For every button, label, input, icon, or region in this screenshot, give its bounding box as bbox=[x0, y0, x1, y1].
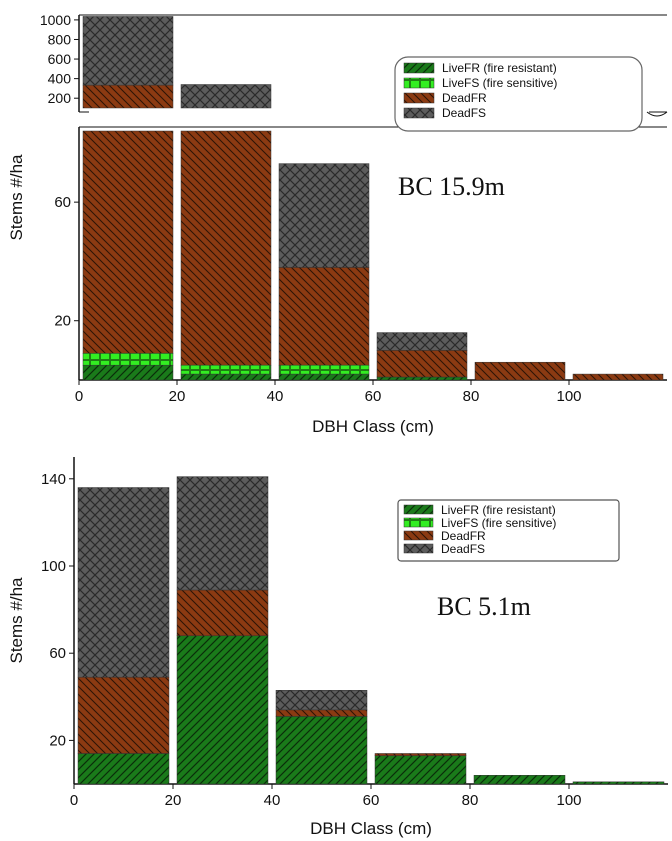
y-tick-label: 100 bbox=[41, 558, 66, 575]
bar-livefr-80 bbox=[473, 775, 566, 785]
legend: LiveFR (fire resistant)LiveFS (fire sens… bbox=[397, 499, 620, 562]
y-ticks: 20 60 200 400 600 800 1000 bbox=[40, 12, 79, 330]
y-tick-label: 800 bbox=[48, 31, 72, 47]
bar-livefr-0 bbox=[77, 753, 170, 785]
bar-deadfs-20-upper bbox=[180, 84, 272, 109]
x-ticks: 0 20 40 60 80 100 bbox=[70, 784, 582, 809]
bar-deadfr-60-lower bbox=[376, 350, 468, 378]
y-tick-label: 1000 bbox=[40, 12, 71, 28]
legend-swatch-livefr bbox=[403, 62, 435, 74]
bar-deadfr-0-lower bbox=[82, 130, 174, 354]
bar-deadfr-60 bbox=[374, 753, 467, 756]
legend-label-livefr: LiveFR (fire resistant) bbox=[442, 61, 557, 75]
y-ticks: 20 60 100 140 bbox=[41, 471, 74, 749]
x-tick-label: 100 bbox=[556, 388, 581, 405]
x-axis-label: DBH Class (cm) bbox=[310, 819, 432, 838]
legend-swatch-livefr bbox=[403, 504, 434, 515]
bar-livefs-40-lower bbox=[278, 364, 370, 375]
bar-livefr-40-lower bbox=[278, 373, 370, 381]
bar-deadfs-40 bbox=[275, 690, 368, 711]
y-tick-label: 20 bbox=[49, 732, 66, 749]
bar-deadfr-20 bbox=[176, 589, 269, 637]
axis-break-mark bbox=[646, 111, 668, 117]
x-tick-label: 80 bbox=[462, 792, 479, 809]
x-axis-label: DBH Class (cm) bbox=[312, 417, 434, 436]
bar-deadfs-0 bbox=[77, 487, 170, 678]
legend-label-deadfr: DeadFR bbox=[441, 529, 486, 543]
bar-deadfs-60-lower bbox=[376, 332, 468, 351]
x-tick-label: 0 bbox=[75, 388, 83, 405]
legend: LiveFR (fire resistant)LiveFS (fire sens… bbox=[394, 56, 643, 132]
bar-deadfs-20 bbox=[176, 476, 269, 591]
bar-livefr-0-lower bbox=[82, 364, 174, 381]
bars bbox=[77, 476, 665, 785]
y-tick-label: 60 bbox=[54, 194, 71, 211]
bar-livefr-40 bbox=[275, 716, 368, 785]
y-tick-label: 60 bbox=[49, 645, 66, 662]
bar-livefr-20-lower bbox=[180, 373, 272, 381]
legend-label-deadfs: DeadFS bbox=[441, 542, 485, 556]
x-tick-label: 40 bbox=[264, 792, 281, 809]
y-tick-label: 20 bbox=[54, 313, 71, 330]
bar-deadfr-40-lower bbox=[278, 267, 370, 366]
bar-livefs-20-lower bbox=[180, 364, 272, 375]
legend-swatch-deadfs bbox=[403, 543, 434, 554]
bar-deadfr-100-lower bbox=[572, 373, 664, 381]
bar-deadfr-80-lower bbox=[474, 361, 566, 381]
bar-deadfr-0-upper bbox=[82, 84, 174, 109]
chart-annotation: BC 5.1m bbox=[437, 592, 531, 621]
x-tick-label: 60 bbox=[363, 792, 380, 809]
legend-label-deadfr: DeadFR bbox=[442, 91, 487, 105]
y-tick-label: 600 bbox=[48, 51, 72, 67]
bar-deadfs-40-lower bbox=[278, 163, 370, 268]
legend-label-livefs: LiveFS (fire sensitive) bbox=[442, 76, 557, 90]
bar-livefr-60 bbox=[374, 755, 467, 785]
x-tick-label: 0 bbox=[70, 792, 78, 809]
legend-label-livefr: LiveFR (fire resistant) bbox=[441, 503, 556, 517]
bar-deadfr-0 bbox=[77, 676, 170, 754]
y-axis-label: Stems #/ha bbox=[7, 154, 26, 241]
chart-panel-bc-5-1m: 0 20 40 60 80 100 20 60 100 140 DBH Class (cm) Stem… bbox=[7, 457, 668, 838]
bar-deadfs-0-upper bbox=[82, 16, 174, 86]
x-tick-label: 40 bbox=[267, 388, 284, 405]
legend-swatch-deadfr bbox=[403, 92, 435, 104]
x-tick-label: 80 bbox=[463, 388, 480, 405]
legend-swatch-deadfs bbox=[403, 107, 435, 119]
bar-deadfr-40 bbox=[275, 709, 368, 717]
legend-swatch-livefs bbox=[403, 77, 435, 89]
y-tick-label: 140 bbox=[41, 471, 66, 488]
chart-panel-bc-15-9m: 0 20 40 60 80 100 20 60 200 400 600 800 1000 DBH Clas… bbox=[7, 12, 668, 436]
x-tick-label: 60 bbox=[365, 388, 382, 405]
x-tick-label: 20 bbox=[169, 388, 186, 405]
bar-livefs-0-lower bbox=[82, 353, 174, 366]
chart-annotation: BC 15.9m bbox=[398, 172, 505, 201]
legend-box bbox=[397, 499, 620, 562]
legend-swatch-deadfr bbox=[403, 530, 434, 541]
y-axis-label: Stems #/ha bbox=[7, 577, 26, 664]
bar-livefr-100 bbox=[572, 781, 665, 785]
legend-label-livefs: LiveFS (fire sensitive) bbox=[441, 516, 556, 530]
bar-livefr-60-lower bbox=[376, 376, 468, 381]
y-tick-label: 200 bbox=[48, 90, 72, 106]
y-tick-label: 400 bbox=[48, 71, 72, 87]
legend-label-deadfs: DeadFS bbox=[442, 106, 486, 120]
x-tick-label: 100 bbox=[556, 792, 581, 809]
x-ticks: 0 20 40 60 80 100 bbox=[75, 380, 582, 405]
bars bbox=[82, 16, 664, 381]
legend-swatch-livefs bbox=[403, 517, 434, 528]
x-tick-label: 20 bbox=[165, 792, 182, 809]
bar-deadfr-20-lower bbox=[180, 130, 272, 366]
bar-livefr-20 bbox=[176, 635, 269, 785]
legend-box bbox=[394, 56, 643, 132]
